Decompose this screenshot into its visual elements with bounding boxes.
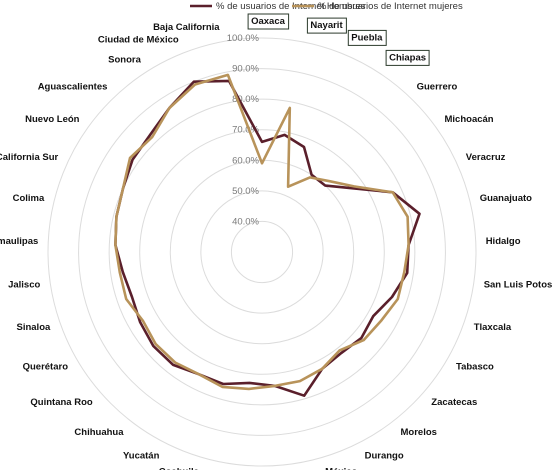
category-label: Nuevo León (25, 114, 80, 125)
category-highlight-box (385, 49, 430, 66)
tick-label: 90.0% (232, 64, 259, 75)
category-label: Michoacán (445, 114, 494, 125)
category-label: Morelos (401, 427, 437, 438)
category-label: Puebla (351, 32, 383, 43)
legend-label: % de usuarios de Internet Hombres (216, 1, 366, 12)
grid-ring-6 (47, 37, 477, 467)
grid-ring-4 (108, 98, 416, 406)
category-label: Zacatecas (431, 397, 477, 408)
category-label: Aguascalientes (38, 81, 108, 92)
category-highlight-box (306, 17, 347, 34)
category-label: Chihuahua (74, 427, 124, 438)
legend: % de usuarios de Internet Hombres% de us… (190, 1, 463, 12)
category-label: Quintana Roo (30, 397, 92, 408)
category-label: Tabasco (456, 362, 494, 373)
category-label: Ciudad de México (98, 34, 179, 45)
category-label: Oaxaca (251, 16, 286, 27)
category-label: Durango (365, 451, 404, 462)
grid-ring-5 (78, 68, 446, 436)
category-label: Jalisco (8, 280, 40, 291)
category-label: Tlaxcala (474, 322, 512, 333)
tick-label: 100.0% (227, 33, 260, 44)
radial-tick-labels: 40.0% 50.0% 60.0% 70.0% 80.0% 90.0% 100.0% (227, 33, 260, 227)
grid-ring-0 (230, 220, 294, 284)
tick-label: 40.0% (232, 216, 259, 227)
category-label: Nayarit (310, 20, 343, 31)
category-labels: Oaxaca Nayarit Puebla Chiapas Guerrero Michoa… (0, 13, 552, 470)
category-label: Guerrero (417, 81, 458, 92)
legend-label: % de usuarios de Internet mujeres (318, 1, 463, 12)
category-label: Querétaro (23, 362, 69, 373)
grid-ring-1 (200, 190, 324, 314)
tick-label: 60.0% (232, 155, 259, 166)
category-label: Tamaulipas (0, 236, 38, 247)
category-label: Veracruz (466, 152, 506, 163)
tick-label: 80.0% (232, 94, 259, 105)
series-line-mujeres (114, 73, 410, 391)
series-lines (114, 73, 421, 398)
tick-label: 50.0% (232, 186, 259, 197)
category-label: México (325, 467, 357, 470)
category-label: Hidalgo (486, 236, 521, 247)
tick-label: 70.0% (232, 125, 259, 136)
grid-ring-3 (139, 129, 385, 375)
category-label: Baja California (153, 22, 220, 33)
category-label: Sinaloa (17, 322, 52, 333)
category-label: Coahuila (159, 467, 200, 470)
category-highlight-box (347, 29, 387, 46)
category-label: Guanajuato (480, 193, 532, 204)
radar-grid (47, 37, 477, 467)
category-highlight-box (247, 13, 290, 30)
category-label: San Luis Potosí (484, 280, 552, 291)
category-label: Sonora (108, 54, 141, 65)
category-label: Colima (13, 193, 45, 204)
category-label: Yucatán (123, 451, 160, 462)
grid-ring-2 (169, 159, 355, 345)
category-label: Chiapas (389, 52, 426, 63)
category-label: Baja California Sur (0, 152, 58, 163)
